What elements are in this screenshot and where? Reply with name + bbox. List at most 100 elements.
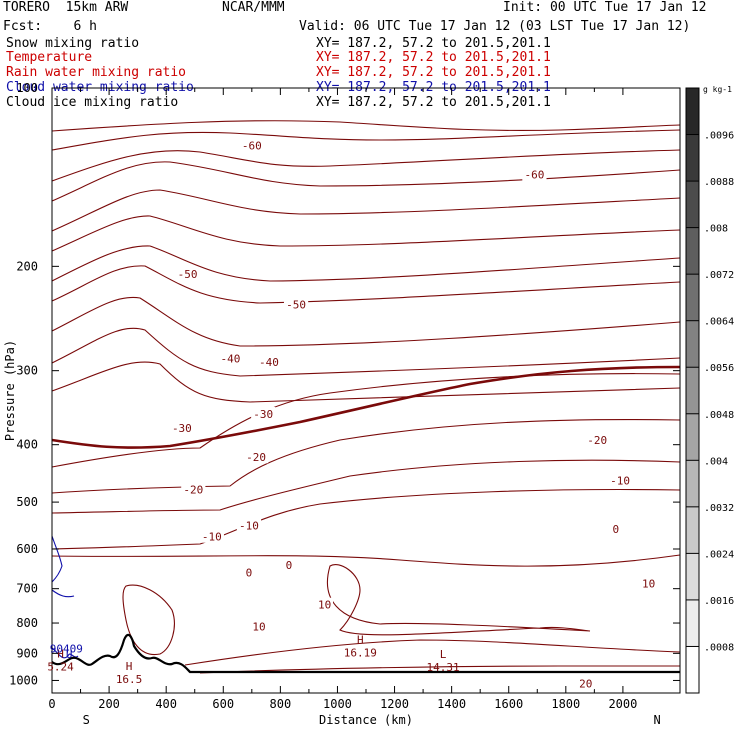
x-tick-label: 1200 xyxy=(380,697,409,711)
colorbar-segment xyxy=(686,553,699,600)
legend-rain-xy: XY= 187.2, 57.2 to 201.5,201.1 xyxy=(316,65,551,80)
extremum-letter: H xyxy=(357,634,364,647)
y-tick-label: 900 xyxy=(16,646,38,660)
contour-label-bg xyxy=(607,473,633,487)
extremum-value: 14.31 xyxy=(427,661,460,674)
legend-cloud-ice-xy: XY= 187.2, 57.2 to 201.5,201.1 xyxy=(316,95,551,110)
temperature-contour-label: -10 xyxy=(239,520,259,533)
contour-line xyxy=(51,161,681,202)
x-axis-label: Distance (km) xyxy=(319,713,413,727)
extremum-letter: L xyxy=(440,648,447,661)
contour-line xyxy=(326,564,591,636)
y-tick-label: 800 xyxy=(16,616,38,630)
center-title: NCAR/MMM xyxy=(222,0,285,15)
legend-snow-xy: XY= 187.2, 57.2 to 201.5,201.1 xyxy=(316,36,551,51)
temperature-contour-label: 20 xyxy=(579,678,592,691)
contour-label-bg xyxy=(611,521,621,535)
colorbar-tick-label: .0056 xyxy=(704,363,734,374)
temperature-contour-label: -10 xyxy=(202,531,222,544)
contour-label-bg xyxy=(239,138,264,152)
contour-line xyxy=(199,665,680,674)
extremum-value: 16.19 xyxy=(344,647,377,660)
contour-line xyxy=(51,327,681,377)
contour-line xyxy=(51,120,681,132)
colorbar-segment xyxy=(686,599,699,647)
model-title: TORERO 15km ARW xyxy=(3,0,129,15)
legend-rain: Rain water mixing ratio xyxy=(6,65,187,80)
x-tick-label: 1400 xyxy=(437,697,466,711)
colorbar-tick-label: .004 xyxy=(704,456,728,467)
temperature-contour-label: -20 xyxy=(183,483,203,496)
colorbar-tick-label: .0096 xyxy=(704,131,734,142)
contour-line xyxy=(51,215,681,252)
contour-line xyxy=(184,639,681,666)
colorbar-tick-label: .0088 xyxy=(704,177,734,188)
contour-label-bg xyxy=(244,450,269,464)
contour-label-bg xyxy=(256,354,282,368)
colorbar-border xyxy=(685,87,700,694)
colorbar-segment xyxy=(686,181,699,228)
colorbar-tick-label: .0008 xyxy=(704,642,734,653)
contour-label-bg xyxy=(585,433,610,447)
valid-time: Valid: 06 UTC Tue 17 Jan 12 (03 LST Tue … xyxy=(299,19,691,34)
init-time: Init: 00 UTC Tue 17 Jan 12 xyxy=(503,0,707,15)
plot-border xyxy=(51,87,681,694)
contour-label-bg xyxy=(181,482,206,496)
cloud-water-line xyxy=(51,535,63,583)
x-tick-label: 1600 xyxy=(494,697,523,711)
colorbar-segment xyxy=(686,367,699,414)
x-tick-label: 1800 xyxy=(551,697,580,711)
x-tick-label: 1000 xyxy=(323,697,352,711)
contour-label-bg xyxy=(283,297,309,311)
terrain-profile xyxy=(51,633,680,674)
temperature-contour-label: -40 xyxy=(259,356,279,369)
contour-line xyxy=(51,554,681,567)
contour-line xyxy=(51,488,681,550)
legend-temperature-xy: XY= 187.2, 57.2 to 201.5,201.1 xyxy=(316,50,551,65)
contour-line xyxy=(51,129,681,151)
temperature-contour-label: 0 xyxy=(246,566,253,579)
colorbar-tick-label: .0072 xyxy=(704,270,734,281)
colorbar-unit: g kg-1 xyxy=(703,85,732,94)
colorbar-segment xyxy=(686,274,699,321)
contour-label-bg xyxy=(175,266,200,280)
colorbar-segment xyxy=(686,134,699,182)
zero-degree-contour xyxy=(51,365,681,449)
x-end-label-right: N xyxy=(654,713,661,727)
contour-line xyxy=(51,189,681,232)
colorbar-segment xyxy=(686,646,699,693)
contour-label-bg xyxy=(244,565,254,579)
cloud-water-line xyxy=(51,589,75,598)
contour-label-bg xyxy=(316,597,334,611)
y-axis-label: Pressure (hPa) xyxy=(3,340,17,441)
temperature-contour-label: 10 xyxy=(318,599,331,612)
contour-line xyxy=(51,245,681,282)
contour-label-bg xyxy=(250,619,268,633)
contour-line xyxy=(51,459,681,514)
colorbar-segment xyxy=(686,88,699,135)
plot-frame: 0 200 400 600 800 1000 1200 1400 1600 1800 2000Dis… xyxy=(3,81,681,727)
contour-line xyxy=(51,296,681,347)
temperature-contour-label: -10 xyxy=(610,475,630,488)
legend-snow: Snow mixing ratio xyxy=(6,36,140,51)
x-tick-label: 0 xyxy=(48,697,55,711)
y-tick-label: 500 xyxy=(16,495,38,509)
colorbar-tick-label: .0064 xyxy=(704,317,734,328)
y-tick-label: 300 xyxy=(16,364,38,378)
cloud-water-line xyxy=(51,647,79,659)
temperature-contour-label: -30 xyxy=(172,422,192,435)
temperature-contour-label: 0 xyxy=(612,523,619,536)
contour-line xyxy=(122,584,175,656)
extremum-letter: H xyxy=(57,648,64,661)
y-tick-label: 200 xyxy=(16,259,38,273)
contour-line xyxy=(51,265,681,304)
temperature-contours xyxy=(51,120,681,674)
x-end-label-left: S xyxy=(83,713,90,727)
colorbar-segment xyxy=(686,460,699,507)
extremum-letter: H xyxy=(126,660,133,673)
contour-label-bg xyxy=(169,421,194,435)
contour-label-bg xyxy=(236,518,262,532)
contour-label-bg xyxy=(522,167,547,181)
colorbar-tick-label: .008 xyxy=(704,224,728,235)
temperature-contour-label: -50 xyxy=(286,299,306,312)
